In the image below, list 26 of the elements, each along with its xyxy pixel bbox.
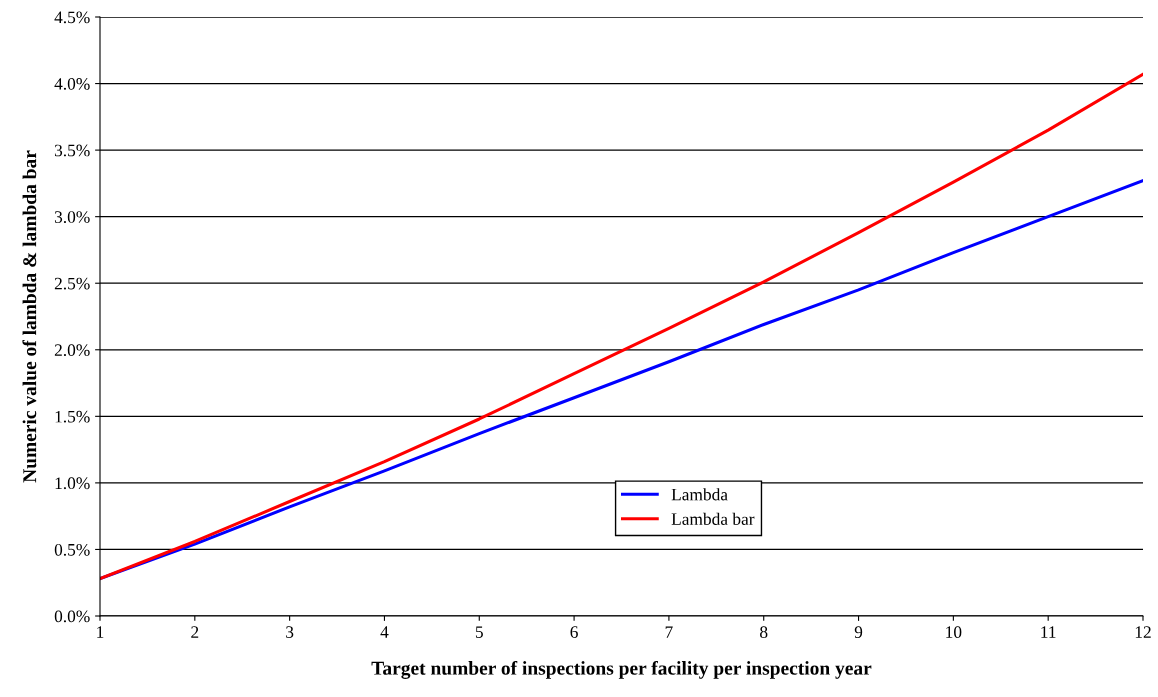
x-axis-title: Target number of inspections per facility per inspection year <box>371 660 872 679</box>
y-tick-label: 4.5% <box>54 11 90 24</box>
y-tick-label: 2.5% <box>54 277 90 290</box>
x-tick-label: 8 <box>760 626 768 638</box>
x-tick-label: 10 <box>946 626 962 638</box>
y-axis-title: Numeric value of lambda & lambda bar <box>22 150 37 483</box>
x-tick-label: 2 <box>191 626 199 638</box>
x-tick-label: 9 <box>854 626 863 638</box>
y-tick-label: 3.0% <box>54 211 90 223</box>
x-tick-label: 3 <box>286 626 294 638</box>
x-tick-label: 5 <box>475 626 483 638</box>
y-tick-label: 4.0% <box>54 78 90 90</box>
y-tick-label: 0.5% <box>54 543 90 556</box>
legend-label: Lambda bar <box>671 512 755 525</box>
x-tick-label: 6 <box>570 626 578 638</box>
y-tick-label: 2.0% <box>54 344 90 357</box>
x-tick-label: 11 <box>1041 626 1056 638</box>
y-tick-label: 1.0% <box>55 477 90 490</box>
x-tick-label: 1 <box>97 626 104 638</box>
y-tick-label: 0.0% <box>54 610 90 623</box>
x-tick-label: 4 <box>380 626 389 638</box>
y-tick-label: 1.5% <box>55 410 90 423</box>
legend-label: Lambda <box>671 488 728 501</box>
y-tick-label: 3.5% <box>54 144 90 157</box>
x-tick-label: 7 <box>665 626 673 638</box>
x-tick-label: 12 <box>1135 626 1151 638</box>
